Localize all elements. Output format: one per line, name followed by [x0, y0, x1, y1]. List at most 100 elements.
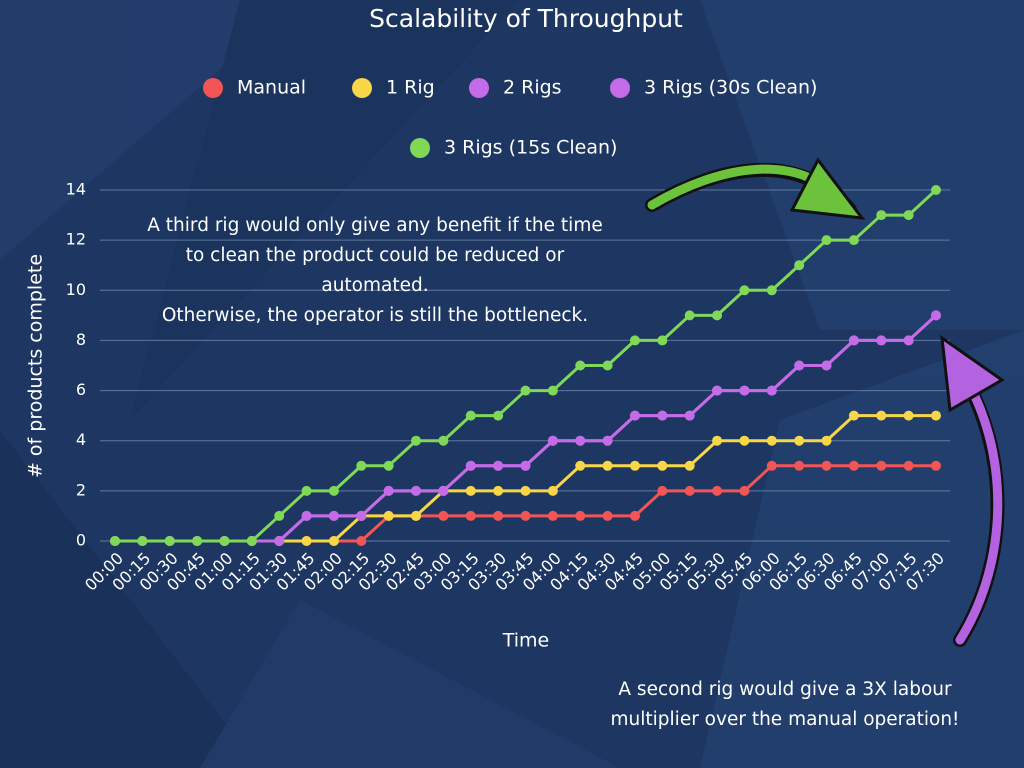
annotation: multiplier over the manual operation! — [611, 709, 960, 730]
legend-marker — [203, 78, 223, 98]
y-tick-label: 14 — [66, 180, 86, 199]
data-point — [547, 385, 558, 396]
legend-marker — [352, 78, 372, 98]
data-point — [876, 460, 887, 471]
data-point — [903, 410, 914, 421]
data-point — [164, 536, 175, 546]
data-point — [383, 460, 394, 471]
data-point — [684, 310, 695, 321]
data-point — [602, 510, 613, 521]
data-point — [821, 360, 832, 371]
data-point — [520, 510, 531, 521]
data-point — [712, 435, 723, 446]
legend-marker — [610, 78, 630, 98]
annotation: Otherwise, the operator is still the bot… — [162, 305, 588, 326]
data-point — [438, 435, 449, 446]
data-point — [301, 510, 312, 521]
data-point — [383, 510, 394, 521]
y-tick-label: 12 — [66, 230, 86, 249]
y-tick-label: 4 — [76, 430, 86, 449]
data-point — [629, 335, 640, 346]
data-point — [821, 435, 832, 446]
data-point — [739, 385, 750, 396]
data-point — [493, 460, 504, 471]
data-point — [876, 210, 887, 221]
arrow-head — [940, 334, 1005, 413]
legend-marker — [410, 138, 430, 158]
data-point — [438, 510, 449, 521]
data-point — [411, 485, 422, 496]
y-tick-label: 8 — [76, 330, 86, 349]
data-point — [739, 435, 750, 446]
data-point — [657, 335, 668, 346]
data-point — [274, 510, 285, 521]
data-point — [274, 536, 285, 546]
annotation: automated. — [321, 275, 428, 296]
data-point — [794, 435, 805, 446]
data-point — [657, 460, 668, 471]
data-point — [575, 360, 586, 371]
data-point — [328, 536, 339, 546]
data-point — [739, 285, 750, 296]
data-point — [657, 410, 668, 421]
data-point — [438, 485, 449, 496]
data-point — [547, 510, 558, 521]
data-point — [465, 410, 476, 421]
data-point — [547, 485, 558, 496]
data-point — [411, 510, 422, 521]
data-point — [766, 285, 777, 296]
data-point — [465, 460, 476, 471]
data-point — [356, 536, 367, 546]
data-point — [794, 460, 805, 471]
data-point — [931, 185, 941, 195]
annotation: A third rig would only give any benefit … — [147, 215, 602, 236]
data-point — [766, 385, 777, 396]
data-point — [520, 485, 531, 496]
data-point — [903, 210, 914, 221]
y-tick-label: 0 — [76, 531, 86, 550]
chart-title: Scalability of Throughput — [369, 4, 683, 33]
legend-label: 3 Rigs (15s Clean) — [444, 137, 617, 159]
data-point — [821, 460, 832, 471]
data-point — [602, 460, 613, 471]
data-point — [602, 360, 613, 371]
y-tick-label: 10 — [66, 280, 86, 299]
data-point — [629, 510, 640, 521]
data-point — [520, 460, 531, 471]
data-point — [493, 410, 504, 421]
data-point — [903, 460, 914, 471]
data-point — [465, 510, 476, 521]
data-point — [356, 460, 367, 471]
data-point — [246, 536, 257, 546]
data-point — [848, 460, 859, 471]
data-point — [219, 536, 230, 546]
data-point — [547, 435, 558, 446]
arrow-head — [789, 157, 866, 220]
data-point — [493, 485, 504, 496]
x-axis-label: Time — [502, 630, 550, 652]
data-point — [657, 485, 668, 496]
data-point — [301, 485, 312, 496]
data-point — [301, 536, 312, 546]
data-point — [931, 460, 941, 471]
data-point — [876, 335, 887, 346]
data-point — [629, 460, 640, 471]
plot-area: 0246810121400:0000:1500:3000:4501:0001:1… — [66, 180, 950, 595]
data-point — [684, 485, 695, 496]
data-point — [684, 410, 695, 421]
legend-marker — [469, 78, 489, 98]
data-point — [931, 410, 941, 421]
annotation: to clean the product could be reduced or — [186, 245, 565, 266]
data-point — [903, 335, 914, 346]
data-point — [712, 485, 723, 496]
data-point — [848, 335, 859, 346]
data-point — [356, 510, 367, 521]
data-point — [575, 460, 586, 471]
data-point — [328, 485, 339, 496]
data-point — [137, 536, 148, 546]
annotation: A second rig would give a 3X labour — [618, 679, 952, 700]
data-point — [411, 435, 422, 446]
y-axis-label: # of products complete — [25, 254, 47, 478]
data-point — [931, 310, 941, 321]
